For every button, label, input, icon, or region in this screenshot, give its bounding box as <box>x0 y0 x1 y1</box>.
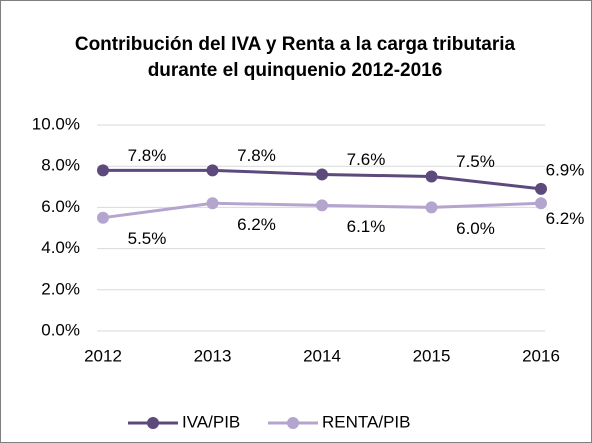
x-tick-label: 2016 <box>522 346 560 365</box>
data-label: 6.2% <box>237 215 276 234</box>
data-label: 7.6% <box>347 150 386 169</box>
y-tick-label: 6.0% <box>41 197 80 216</box>
y-tick-label: 8.0% <box>41 156 80 175</box>
data-label: 7.8% <box>128 146 167 165</box>
legend-label: RENTA/PIB <box>322 412 410 431</box>
data-label: 7.5% <box>456 152 495 171</box>
data-point <box>425 201 438 214</box>
y-tick-label: 2.0% <box>41 279 80 298</box>
x-tick-label: 2014 <box>303 346 341 365</box>
data-label: 7.8% <box>237 146 276 165</box>
data-label: 6.2% <box>546 209 585 228</box>
data-label: 6.1% <box>347 217 386 236</box>
chart-title: Contribución del IVA y Renta a la carga … <box>74 34 516 81</box>
data-point <box>535 182 547 195</box>
data-point <box>97 164 109 177</box>
legend-label: IVA/PIB <box>182 412 240 431</box>
y-tick-label: 10.0% <box>32 114 80 133</box>
legend-marker <box>287 417 299 429</box>
data-point <box>206 197 219 210</box>
legend-marker <box>147 417 159 429</box>
x-tick-label: 2015 <box>413 346 451 365</box>
data-point <box>316 199 328 212</box>
x-tick-label: 2013 <box>194 346 232 365</box>
data-point <box>535 197 547 210</box>
data-point <box>206 164 219 177</box>
data-point <box>316 168 328 181</box>
y-tick-label: 0.0% <box>41 320 80 339</box>
data-point <box>425 170 438 183</box>
x-tick-label: 2012 <box>84 346 122 365</box>
data-point <box>97 211 109 224</box>
y-tick-label: 4.0% <box>41 238 80 257</box>
data-label: 6.0% <box>456 219 495 238</box>
data-label: 5.5% <box>128 229 167 248</box>
data-label: 6.9% <box>546 160 585 179</box>
